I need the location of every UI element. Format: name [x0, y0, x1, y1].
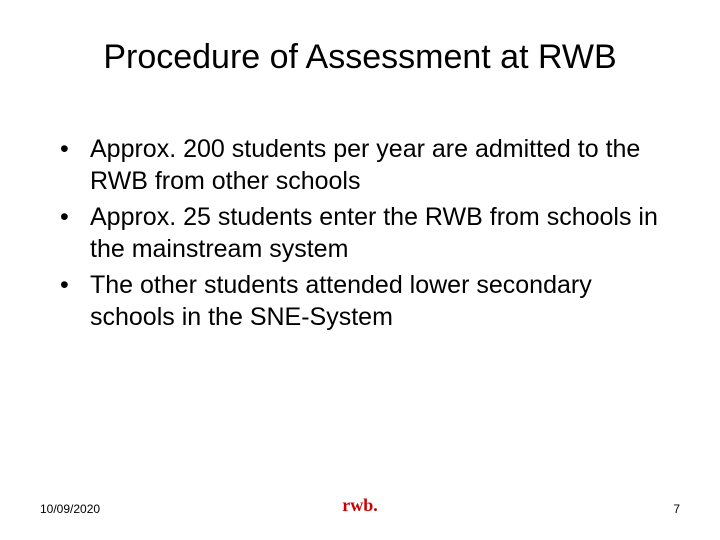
list-item: Approx. 25 students enter the RWB from s…: [60, 201, 680, 265]
footer-date: 10/09/2020: [40, 502, 100, 516]
list-item: Approx. 200 students per year are admitt…: [60, 133, 680, 197]
slide-footer: 10/09/2020 rwb. 7: [0, 502, 720, 516]
list-item: The other students attended lower second…: [60, 269, 680, 333]
bullet-list: Approx. 200 students per year are admitt…: [40, 133, 680, 333]
footer-logo: rwb.: [342, 495, 378, 516]
slide-title: Procedure of Assessment at RWB: [40, 38, 680, 77]
footer-page-number: 7: [673, 502, 680, 516]
slide-container: Procedure of Assessment at RWB Approx. 2…: [0, 0, 720, 540]
